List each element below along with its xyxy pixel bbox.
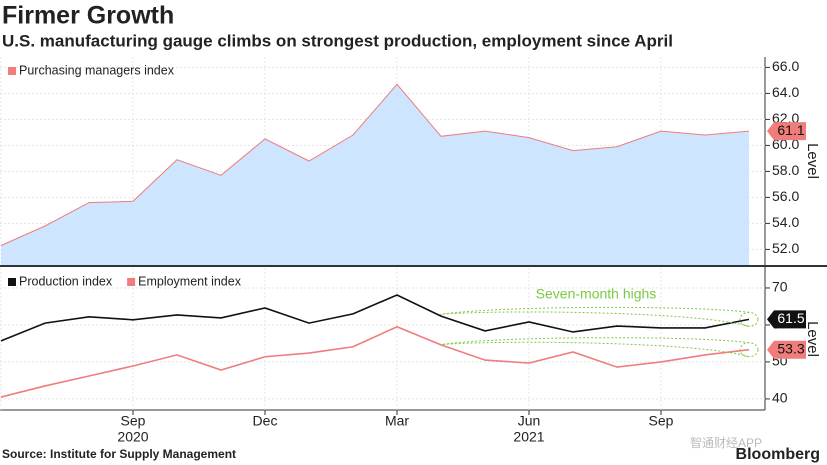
chart-subtitle: U.S. manufacturing gauge climbs on stron… [2, 31, 673, 50]
x-tick-label: Jun [518, 413, 541, 429]
legend-label: Production index [19, 274, 113, 288]
value-label: 61.5 [777, 310, 804, 326]
line [0, 325, 750, 398]
annotation-outline [439, 306, 750, 327]
legend-swatch [8, 67, 16, 75]
value-tag [767, 122, 806, 141]
line [0, 294, 750, 342]
y-tick-label: 56.0 [772, 188, 799, 204]
x-tick-label: Sep [649, 413, 674, 429]
x-year-label: 2020 [117, 429, 148, 445]
x-year-label: 2021 [513, 429, 544, 445]
annotation-circle [739, 311, 759, 327]
annotation: Seven-month highs [536, 286, 657, 302]
value-label: 61.1 [777, 122, 804, 138]
annotation-outline [439, 337, 750, 358]
x-tick-label: Dec [253, 413, 278, 429]
y-tick-label: 52.0 [772, 240, 799, 256]
line [0, 83, 750, 246]
area [1, 84, 749, 265]
axis-label: Level [804, 143, 821, 179]
y-tick-label: 54.0 [772, 214, 799, 230]
legend-swatch [127, 278, 136, 286]
brand: Bloomberg [736, 446, 820, 463]
value-tag [767, 340, 806, 359]
y-tick-label: 70 [772, 279, 788, 295]
axis-label: Level [804, 321, 821, 357]
y-tick-label: 58.0 [772, 162, 799, 178]
legend-swatch [8, 278, 16, 286]
legend-label: Employment index [138, 274, 242, 288]
x-tick-label: Sep [121, 413, 146, 429]
legend-label: Purchasing managers index [19, 63, 175, 77]
watermark: 智通财经APP [690, 435, 762, 450]
value-label: 53.3 [777, 340, 804, 356]
value-tag [767, 310, 806, 329]
x-tick-label: Mar [385, 413, 409, 429]
chart-title: Firmer Growth [2, 2, 174, 30]
y-tick-label: 40 [772, 390, 788, 406]
source: Source: Institute for Supply Management [2, 447, 236, 461]
y-tick-label: 64.0 [772, 84, 799, 100]
y-tick-label: 66.0 [772, 58, 799, 74]
annotation-circle [739, 342, 759, 358]
y-tick-label: 60.0 [772, 136, 799, 152]
